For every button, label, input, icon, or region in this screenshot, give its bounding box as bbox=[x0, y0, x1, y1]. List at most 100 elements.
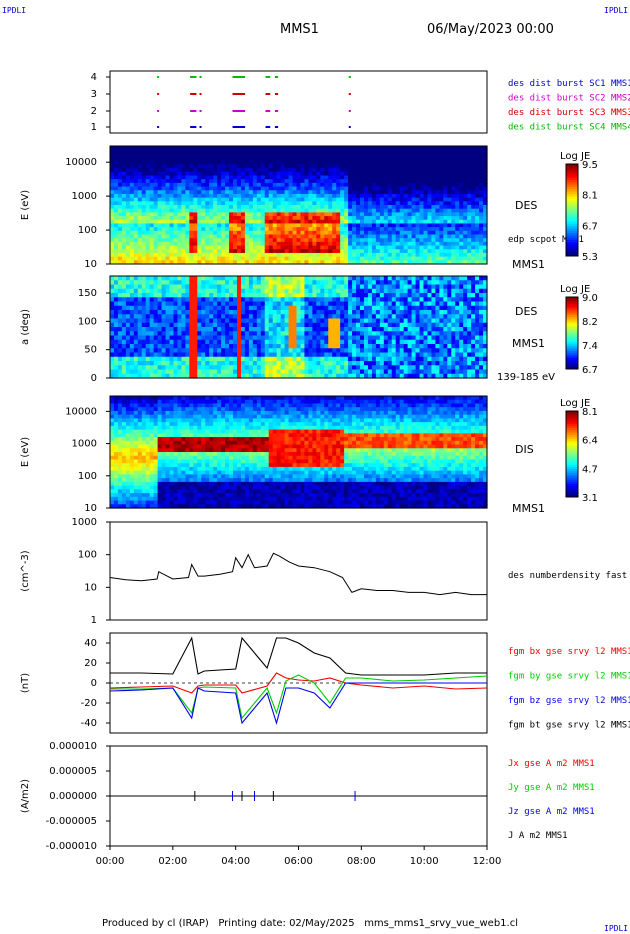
des-pitch-cell bbox=[292, 352, 298, 358]
des-pitch-cell bbox=[233, 280, 238, 286]
des-energy-cell bbox=[110, 227, 115, 232]
des-energy-cell bbox=[320, 157, 325, 162]
des-energy-cell bbox=[435, 179, 440, 184]
des-energy-cell bbox=[181, 197, 186, 202]
des-pitch-cell bbox=[284, 280, 290, 286]
des-energy-cell bbox=[447, 260, 452, 265]
des-energy-cell bbox=[221, 193, 226, 199]
des-energy-cell bbox=[391, 230, 397, 236]
des-energy-cell bbox=[379, 179, 385, 184]
des-energy-cell bbox=[451, 153, 456, 158]
des-pitch-cell bbox=[121, 301, 127, 307]
des-pitch-cell bbox=[233, 327, 238, 332]
des-pitch-cell bbox=[185, 335, 190, 341]
des-pitch-cell bbox=[304, 335, 310, 341]
des-pitch-cell bbox=[367, 335, 373, 341]
des-energy-cell bbox=[169, 157, 175, 162]
des-energy-cell bbox=[193, 249, 198, 254]
des-energy-cell bbox=[248, 157, 254, 162]
des-energy-cell bbox=[225, 157, 230, 162]
des-pitch-cell bbox=[149, 305, 155, 311]
des-pitch-cell bbox=[403, 284, 409, 290]
des-energy-cell bbox=[197, 230, 202, 236]
des-energy-cell bbox=[451, 197, 456, 202]
des-energy-cell bbox=[268, 186, 274, 191]
des-energy-cell bbox=[415, 234, 421, 239]
des-energy-cell bbox=[125, 182, 131, 188]
des-pitch-cell bbox=[110, 293, 115, 298]
des-energy-cell bbox=[252, 197, 258, 202]
des-energy-cell bbox=[340, 160, 345, 166]
des-energy-cell bbox=[443, 212, 448, 217]
des-energy-cell bbox=[177, 227, 183, 232]
des-energy-cell bbox=[248, 227, 254, 232]
des-energy-cell bbox=[431, 193, 437, 199]
des-energy-cell bbox=[427, 219, 433, 225]
des-pitch-cell bbox=[367, 297, 373, 303]
des-pitch-cell bbox=[391, 356, 397, 362]
des-pitch-cell bbox=[129, 288, 135, 294]
des-energy-cell bbox=[356, 190, 361, 195]
des-energy-cell bbox=[296, 153, 302, 158]
des-pitch-cell bbox=[153, 327, 159, 332]
des-energy-cell bbox=[280, 201, 286, 206]
des-energy-cell bbox=[296, 193, 302, 199]
des-pitch-cell bbox=[308, 344, 313, 349]
des-energy-cell bbox=[411, 146, 417, 151]
des-energy-cell bbox=[471, 234, 476, 239]
des-pitch-cell bbox=[344, 339, 349, 345]
des-energy-cell bbox=[260, 249, 266, 254]
des-energy-cell bbox=[181, 219, 186, 225]
des-pitch-cell bbox=[256, 297, 262, 303]
des-energy-cell bbox=[375, 212, 381, 217]
des-energy-cell bbox=[375, 230, 381, 236]
des-energy-cell bbox=[125, 168, 131, 173]
des-pitch-cell bbox=[110, 369, 115, 375]
des-energy-cell bbox=[475, 160, 480, 166]
des-pitch-cell bbox=[225, 331, 230, 337]
des-energy-cell bbox=[141, 153, 147, 158]
des-energy-cell bbox=[169, 190, 175, 195]
des-energy-cell bbox=[209, 193, 214, 199]
des-pitch-cell bbox=[110, 373, 115, 379]
des-energy-cell bbox=[459, 205, 464, 210]
des-energy-cell bbox=[479, 157, 484, 162]
des-energy-cell bbox=[292, 149, 298, 154]
des-energy-cell bbox=[264, 149, 270, 154]
des-pitch-cell bbox=[260, 335, 266, 341]
des-energy-cell bbox=[463, 208, 468, 213]
des-energy-cell bbox=[113, 245, 119, 250]
des-energy-cell bbox=[387, 223, 393, 228]
des-energy-cell bbox=[157, 193, 163, 199]
des-energy-cell bbox=[129, 256, 135, 261]
des-energy-cell bbox=[256, 241, 262, 247]
burst-mark bbox=[265, 76, 271, 78]
des-pitch-cell bbox=[125, 305, 131, 311]
des-pitch-cell bbox=[264, 301, 270, 307]
des-energy-cell bbox=[304, 146, 310, 151]
des-energy-cell bbox=[459, 164, 464, 169]
des-energy-cell bbox=[348, 197, 353, 202]
des-energy-cell bbox=[284, 256, 290, 261]
des-pitch-cell bbox=[185, 284, 190, 290]
des-energy-cell bbox=[340, 230, 345, 236]
des-energy-cell bbox=[328, 168, 333, 173]
des-pitch-cell bbox=[236, 344, 242, 349]
des-pitch-cell bbox=[256, 318, 262, 324]
des-pitch-cell bbox=[415, 293, 421, 298]
des-energy-cell bbox=[332, 256, 337, 261]
des-energy-cell bbox=[475, 168, 480, 173]
des-energy-cell bbox=[133, 201, 139, 206]
des-energy-cell bbox=[284, 249, 290, 254]
des-energy-y-label: E (eV) bbox=[20, 190, 31, 220]
des-energy-cell bbox=[391, 175, 397, 180]
des-pitch-cell bbox=[185, 288, 190, 294]
des-energy-cell bbox=[264, 157, 270, 162]
des-energy-cell bbox=[340, 249, 345, 254]
des-energy-cell bbox=[244, 208, 250, 213]
des-energy-cell bbox=[363, 179, 369, 184]
des-energy-cell bbox=[256, 146, 262, 151]
des-pitch-cell bbox=[348, 331, 353, 337]
des-energy-cell bbox=[371, 249, 377, 254]
des-energy-cell bbox=[117, 223, 123, 228]
